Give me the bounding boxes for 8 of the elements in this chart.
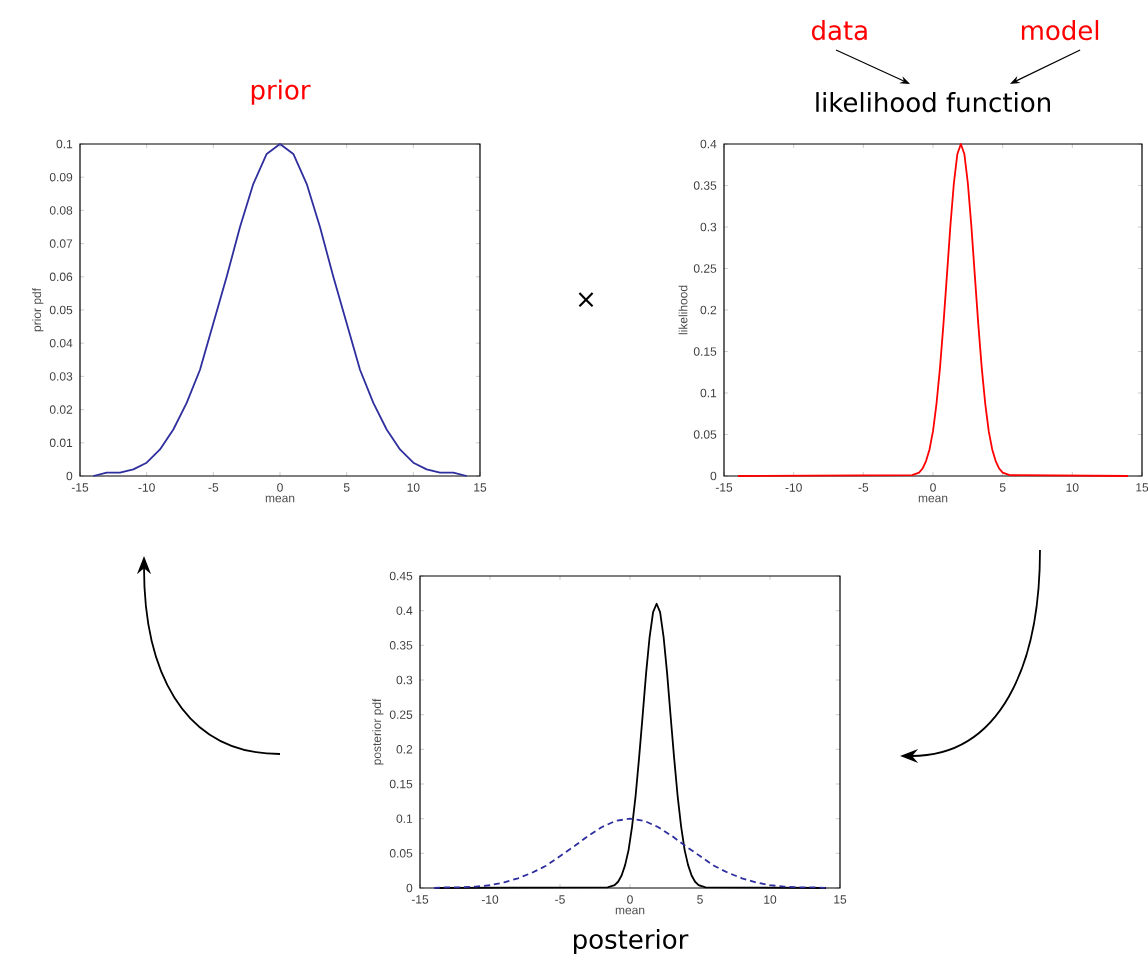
text: data: [811, 20, 867, 41]
line-series: [737, 143, 1129, 477]
chart-title: likelihood function: [816, 92, 1050, 113]
line-series: [92, 143, 468, 477]
text: model: [1021, 20, 1099, 41]
text: ×: [578, 292, 594, 307]
chart-title: prior: [251, 79, 311, 105]
text: posterior: [574, 928, 689, 955]
